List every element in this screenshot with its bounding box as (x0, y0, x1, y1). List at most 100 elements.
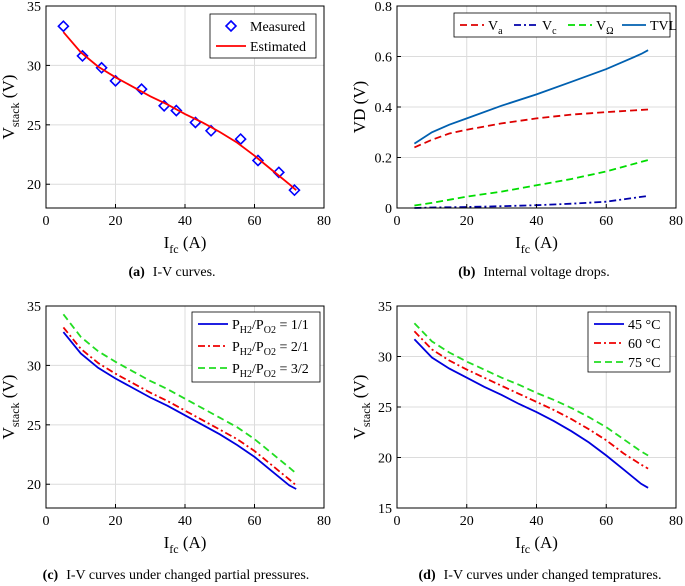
series-line-2 (413, 322, 649, 457)
legend-label-main: TVL (650, 19, 677, 34)
y-axis-label-sub: stack (359, 402, 373, 427)
y-axis-label: VD (V) (350, 81, 369, 133)
panel-d-temperatures: 0 20 40 60 80 15 20 25 30 35 Ifc (A) Vstack (V) 45 °… (350, 300, 683, 583)
y-tick-label: 35 (378, 300, 392, 315)
data-point-measured (76, 49, 89, 63)
x-axis-label-sub: fc (521, 542, 530, 556)
legend-label: 45 °C (628, 318, 660, 333)
data-point-measured (272, 166, 285, 179)
legend-label-main: V (488, 19, 498, 34)
series-line-0 (413, 338, 649, 489)
legend-label: 60 °C (628, 337, 660, 352)
legend-label-main: Measured (250, 20, 305, 35)
caption-tag: (d) (419, 568, 436, 583)
legend-label-sub: H2 (240, 369, 252, 380)
legend-label-main: 60 °C (628, 337, 660, 352)
x-tick-label: 0 (43, 514, 50, 529)
x-axis-label-main: I (164, 533, 170, 552)
caption-text: I-V curves. (153, 265, 216, 280)
data-point-measured (251, 154, 265, 167)
x-tick-label: 0 (43, 214, 50, 229)
x-axis-label-unit: (A) (530, 533, 558, 552)
y-tick-label: 30 (27, 59, 41, 74)
x-axis-label-main: I (164, 233, 170, 252)
x-tick-label: 60 (599, 514, 613, 529)
y-axis-label: Vstack (V) (0, 75, 22, 140)
x-tick-label: 80 (317, 514, 331, 529)
x-tick-label: 40 (530, 514, 544, 529)
legend-label-main: Estimated (250, 40, 306, 55)
x-axis-label-unit: (A) (530, 233, 558, 252)
caption-text: I-V curves under changed partial pressur… (66, 568, 309, 583)
legend-label: Va (488, 19, 503, 37)
legend-box (209, 13, 317, 59)
series-line-2 (62, 313, 297, 475)
caption-text: Internal voltage drops. (483, 265, 609, 280)
legend: Va Vc VΩ TVL (453, 12, 677, 38)
series-line-1 (414, 195, 649, 209)
y-tick-label: 0.2 (375, 152, 393, 167)
x-tick-label: 20 (460, 514, 474, 529)
x-axis-label-main: I (515, 533, 521, 552)
legend-label-sub: H2 (240, 325, 252, 336)
x-axis-label-unit: (A) (179, 233, 207, 252)
legend-label: PH2/PO2 = 3/2 (232, 362, 309, 380)
y-tick-label: 20 (27, 178, 41, 193)
legend-label-sub: c (552, 26, 557, 37)
data-point-measured (288, 184, 301, 197)
y-axis-label-unit: (V) (350, 81, 369, 109)
legend-label-sub: a (498, 26, 503, 37)
legend-label-sub: Ω (606, 26, 613, 37)
legend-label-tail: /P (252, 340, 264, 355)
legend-label: VΩ (596, 19, 614, 37)
y-tick-label: 25 (27, 419, 41, 434)
y-axis-label-unit: (V) (0, 75, 18, 103)
x-tick-label: 60 (599, 214, 613, 229)
x-tick-label: 80 (317, 214, 331, 229)
x-axis-label: Ifc (A) (515, 233, 558, 256)
legend-label-tail: /P (252, 318, 264, 333)
legend-label-tail: /P (252, 362, 264, 377)
data-point-measured (135, 83, 148, 96)
y-tick-label: 35 (27, 0, 41, 15)
legend-label-main: 75 °C (628, 356, 660, 371)
legend-label: Vc (542, 19, 557, 37)
legend-label: TVL (650, 19, 677, 34)
x-axis-label: Ifc (A) (164, 233, 207, 256)
legend-label-tail: = 1/1 (276, 318, 309, 333)
legend-swatch-marker (224, 19, 238, 33)
caption-text: I-V curves under changed tempratures. (444, 568, 662, 583)
x-axis-label-unit: (A) (179, 533, 207, 552)
y-axis-label-unit: (V) (350, 375, 369, 403)
legend-label-tail: = 2/1 (276, 340, 309, 355)
y-tick-label: 0 (385, 202, 392, 217)
y-axis-label: Vstack (V) (350, 375, 373, 440)
legend-label: PH2/PO2 = 2/1 (232, 340, 309, 358)
y-tick-label: 0.4 (375, 101, 393, 116)
y-axis-label-main: V (0, 126, 18, 139)
legend-label-main: V (542, 19, 552, 34)
y-axis-label-group: Vstack (V) (0, 75, 22, 140)
y-tick-label: 25 (378, 401, 392, 416)
y-tick-label: 35 (27, 300, 41, 315)
x-tick-label: 20 (460, 214, 474, 229)
y-axis-label-main: V (350, 426, 369, 439)
x-axis-label: Ifc (A) (515, 533, 558, 556)
y-axis-label: Vstack (V) (0, 375, 22, 440)
panel-a-iv-curves: 0 20 40 60 80 20 25 30 35 Ifc (A) Vstack (V) Measur… (0, 0, 331, 280)
y-axis-label-unit: (V) (0, 375, 18, 403)
legend-label-main: P (232, 318, 240, 333)
legend-label-tail: O2 (264, 369, 276, 380)
x-tick-label: 40 (178, 214, 192, 229)
figure-caption: (d) I-V curves under changed tempratures. (419, 568, 662, 583)
caption-tag: (a) (128, 265, 145, 280)
series-line-1 (62, 31, 297, 191)
y-tick-label: 25 (27, 119, 41, 134)
x-axis-label-main: I (515, 233, 521, 252)
figure-caption: (b) Internal voltage drops. (458, 265, 609, 280)
data-point-measured (57, 20, 70, 33)
